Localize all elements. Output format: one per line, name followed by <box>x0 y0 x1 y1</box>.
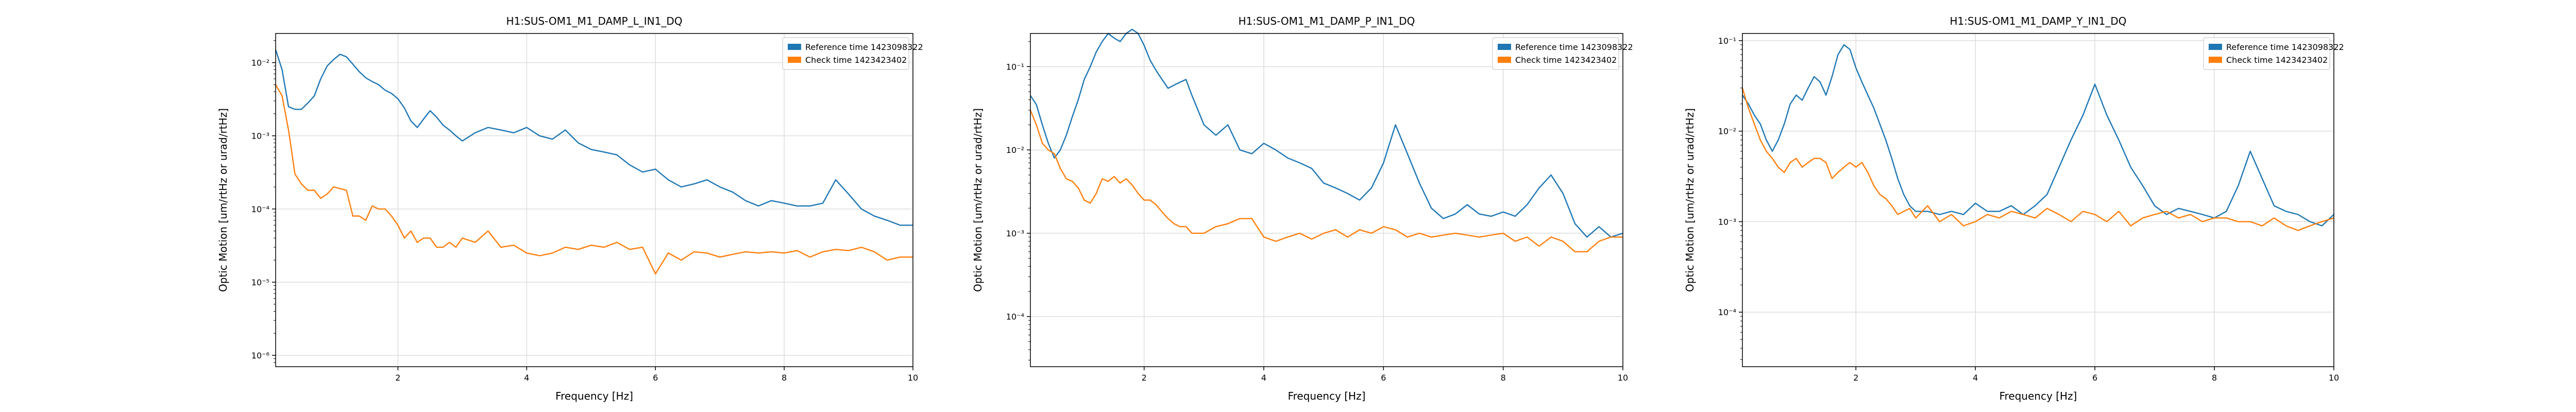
y-tick-label: 10⁻² <box>251 58 269 68</box>
check-series-line <box>1029 110 1623 252</box>
y-axis-label: Optic Motion [um/rtHz or urad/rtHz] <box>1684 108 1696 292</box>
y-tick-label: 10⁻⁵ <box>251 278 269 287</box>
y-tick-label: 10⁻³ <box>1006 229 1024 238</box>
legend: Reference time 1423098322 Check time 1423… <box>782 37 923 70</box>
legend-swatch <box>788 44 801 50</box>
x-tick-label: 2 <box>1853 373 1858 383</box>
x-tick-label: 8 <box>1501 373 1506 383</box>
legend-entry-label: Check time 1423423402 <box>2226 55 2328 65</box>
y-axis-label: Optic Motion [um/rtHz or urad/rtHz] <box>217 108 229 292</box>
chart-title: H1:SUS-OM1_M1_DAMP_P_IN1_DQ <box>1239 15 1415 27</box>
legend: Reference time 1423098322 Check time 1423… <box>2203 37 2344 70</box>
check-series-line <box>1741 88 2334 231</box>
x-tick-label: 6 <box>1381 373 1386 383</box>
legend-entry-label: Reference time 1423098322 <box>2226 42 2344 52</box>
x-axis-label: Frequency [Hz] <box>555 390 633 402</box>
x-tick-label: 4 <box>1973 373 1978 383</box>
y-tick-label: 10⁻¹ <box>1718 36 1736 46</box>
x-tick-label: 10 <box>2329 373 2339 383</box>
x-tick-label: 6 <box>653 373 658 383</box>
y-tick-label: 10⁻² <box>1718 127 1736 136</box>
y-tick-label: 10⁻⁴ <box>1718 307 1736 317</box>
chart-panel: 2 4 6 8 10 10⁻⁶ 10⁻⁵ 10⁻⁴ 10⁻³ 10⁻² H1:SUS-OM1_M1_… <box>217 15 923 402</box>
x-tick-label: 10 <box>1618 373 1628 383</box>
legend-box <box>782 37 909 70</box>
legend-entry-label: Check time 1423423402 <box>1515 55 1617 65</box>
chart-panel: 2 4 6 8 10 10⁻⁴ 10⁻³ 10⁻² 10⁻¹ H1:SUS-OM1_M1_DAMP… <box>1684 15 2344 402</box>
chart-title: H1:SUS-OM1_M1_DAMP_L_IN1_DQ <box>506 15 683 27</box>
legend-entry-label: Check time 1423423402 <box>805 55 907 65</box>
x-tick-label: 10 <box>908 373 918 383</box>
reference-series-line <box>1742 44 2334 227</box>
reference-series-line <box>275 49 913 226</box>
legend-box <box>2203 37 2330 70</box>
y-tick-label: 10⁻³ <box>1718 217 1736 227</box>
chart-panel: 2 4 6 8 10 10⁻⁴ 10⁻³ 10⁻² 10⁻¹ H1:SUS-OM1_M1_DAMP… <box>972 15 1633 402</box>
x-tick-label: 4 <box>1261 373 1266 383</box>
chart-title: H1:SUS-OM1_M1_DAMP_Y_IN1_DQ <box>1950 15 2127 27</box>
legend-swatch <box>1498 44 1511 50</box>
y-tick-label: 10⁻³ <box>251 131 269 141</box>
legend-box <box>1492 37 1619 70</box>
y-axis-label: Optic Motion [um/rtHz or urad/rtHz] <box>972 108 984 292</box>
legend-swatch <box>1498 57 1511 63</box>
legend-swatch <box>2209 44 2222 50</box>
legend-entry-label: Reference time 1423098322 <box>1515 42 1633 52</box>
x-axis-label: Frequency [Hz] <box>1288 390 1366 402</box>
x-tick-label: 2 <box>395 373 400 383</box>
x-tick-label: 8 <box>782 373 787 383</box>
plot-frame <box>1742 33 2334 367</box>
x-axis-label: Frequency [Hz] <box>1999 390 2077 402</box>
y-tick-label: 10⁻⁴ <box>1006 312 1024 322</box>
y-tick-label: 10⁻⁶ <box>251 351 269 360</box>
y-tick-label: 10⁻² <box>1006 145 1024 155</box>
x-tick-label: 2 <box>1142 373 1147 383</box>
y-tick-label: 10⁻⁴ <box>251 204 269 214</box>
legend-swatch <box>2209 57 2222 63</box>
plot-frame <box>1030 33 1623 367</box>
plot-frame <box>275 33 913 367</box>
legend-entry-label: Reference time 1423098322 <box>805 42 923 52</box>
x-tick-label: 8 <box>2212 373 2217 383</box>
check-series-line <box>275 84 913 274</box>
x-tick-label: 6 <box>2092 373 2097 383</box>
legend-swatch <box>788 57 801 63</box>
x-tick-label: 4 <box>524 373 529 383</box>
reference-series-line <box>1029 28 1623 238</box>
y-tick-label: 10⁻¹ <box>1006 62 1024 72</box>
legend: Reference time 1423098322 Check time 1423… <box>1492 37 1633 70</box>
